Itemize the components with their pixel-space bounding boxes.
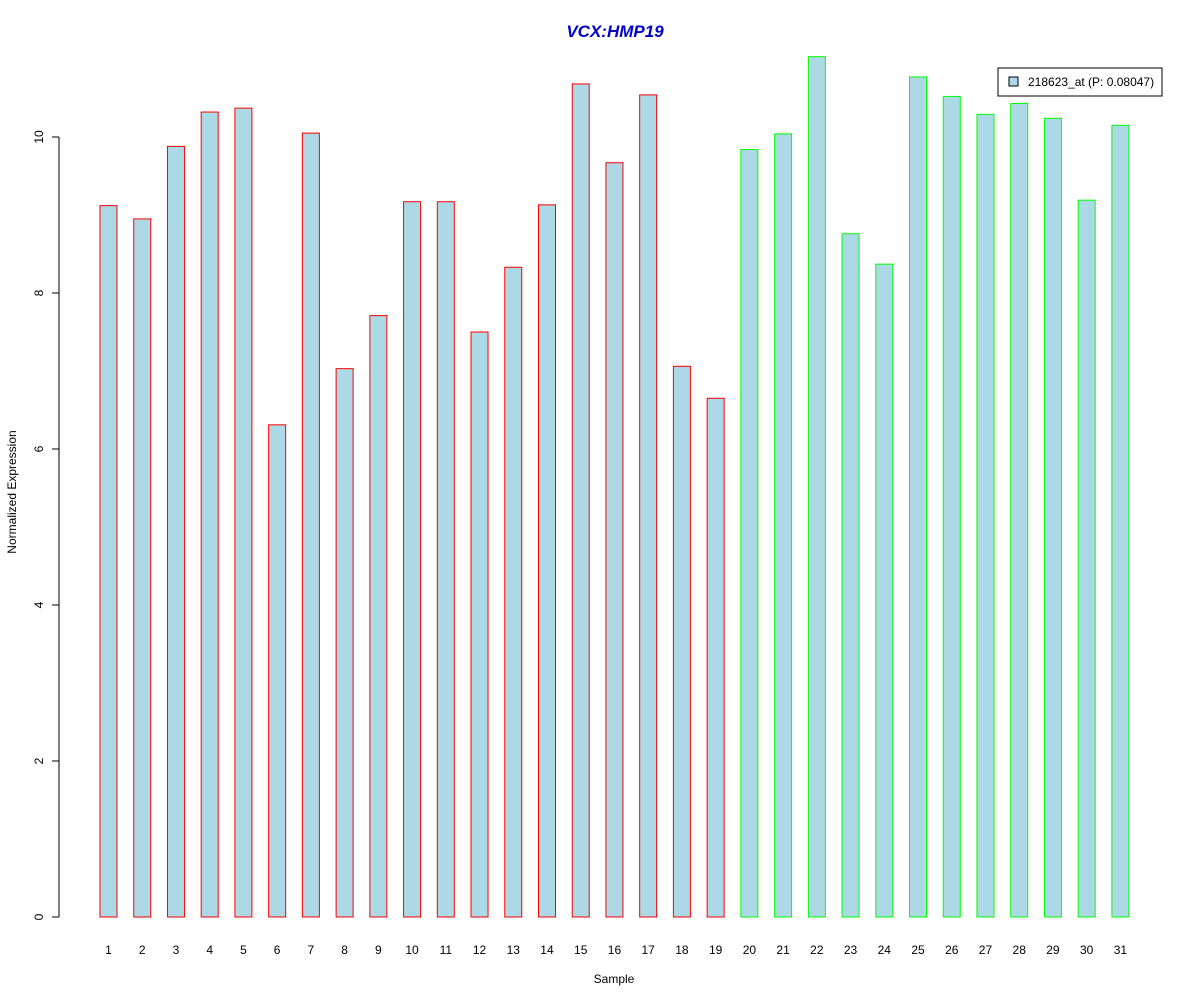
x-axis-tick-label: 16 [608,943,622,957]
bar-sample-5 [234,107,253,918]
bar-sample-2 [133,218,152,918]
bar-sample-20 [740,148,759,918]
x-axis-tick-labels: 1 2 3 4 5 6 7 8 9 10 11 12 13 14 15 16 17 18 19 20 21 22 23 24 2… [105,943,1127,957]
y-axis-tick-label: 2 [32,757,46,764]
y-axis-tick-label: 6 [32,445,46,452]
bar-sample-13 [504,266,523,918]
x-axis-tick-label: 30 [1080,943,1094,957]
chart-title: VCX:HMP19 [566,22,664,41]
x-axis-tick-label: 20 [743,943,757,957]
x-axis-tick-label: 25 [911,943,925,957]
x-axis-label: Sample [594,972,635,986]
bar-sample-7 [301,132,320,918]
x-axis-tick-label: 10 [405,943,419,957]
x-axis-tick-label: 23 [844,943,858,957]
legend-box [997,67,1163,97]
x-axis-tick-label: 31 [1114,943,1128,957]
bars-group [99,56,1130,918]
x-axis-tick-label: 15 [574,943,588,957]
x-axis-tick-label: 29 [1046,943,1060,957]
y-axis-tick-label: 10 [32,130,46,144]
bar-sample-24 [875,263,894,918]
x-axis-tick-label: 21 [776,943,790,957]
x-axis-tick-label: 22 [810,943,824,957]
bar-sample-26 [942,95,961,918]
x-axis-tick-label: 4 [206,943,213,957]
bar-sample-12 [470,331,489,918]
bar-sample-17 [639,94,658,918]
x-axis-tick-label: 26 [945,943,959,957]
bar-sample-30 [1077,199,1096,918]
x-axis-tick-label: 11 [440,943,453,957]
bar-sample-3 [166,145,185,918]
bar-sample-19 [706,397,725,918]
x-axis-tick-label: 3 [173,943,180,957]
x-axis-tick-label: 12 [473,943,487,957]
bar-sample-21 [774,133,793,918]
x-axis-tick-label: 27 [979,943,993,957]
bar-sample-25 [909,76,928,918]
y-axis-tick-label: 0 [32,913,46,920]
x-axis-tick-label: 2 [139,943,146,957]
y-axis-tick-label: 8 [32,289,46,296]
bar-sample-1 [99,205,118,918]
bar-sample-23 [841,233,860,918]
x-axis-tick-label: 7 [308,943,315,957]
bar-sample-14 [537,204,556,918]
x-axis-tick-label: 14 [540,943,554,957]
x-axis-tick-label: 5 [240,943,247,957]
bar-sample-18 [672,365,691,918]
bar-sample-22 [807,56,826,918]
x-axis-tick-label: 17 [642,943,656,957]
y-axis: 0 2 4 6 8 10 [32,130,60,920]
bar-sample-31 [1111,124,1130,918]
x-axis-tick-label: 8 [341,943,348,957]
bar-sample-10 [403,201,422,918]
legend-swatch [1008,76,1019,87]
bar-sample-9 [369,315,388,918]
bar-sample-6 [268,424,287,918]
x-axis-tick-label: 24 [878,943,892,957]
x-axis-tick-label: 18 [675,943,689,957]
bar-sample-27 [976,113,995,918]
bar-sample-15 [571,83,590,918]
bar-sample-11 [436,201,455,918]
bar-sample-16 [605,162,624,918]
y-axis-label: Normalized Expression [5,430,19,553]
x-axis-tick-label: 28 [1013,943,1027,957]
x-axis-tick-label: 1 [105,943,112,957]
legend-label: 218623_at (P: 0.08047) [1028,75,1154,89]
x-axis-tick-label: 13 [507,943,521,957]
bar-sample-29 [1043,117,1062,918]
x-axis-tick-label: 9 [375,943,382,957]
y-axis-tick-label: 4 [32,601,46,608]
x-axis-tick-label: 6 [274,943,281,957]
x-axis-tick-label: 19 [709,943,723,957]
bar-sample-4 [200,111,219,918]
legend: 218623_at (P: 0.08047) [997,67,1163,97]
bar-sample-28 [1010,102,1029,918]
bar-sample-8 [335,368,354,918]
